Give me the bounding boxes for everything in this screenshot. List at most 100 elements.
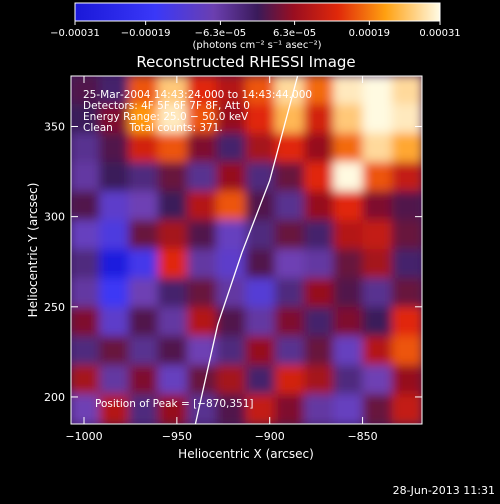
intensity-cell [128, 249, 160, 280]
intensity-cell [187, 191, 219, 222]
intensity-cell [245, 104, 277, 135]
intensity-cell [304, 220, 336, 251]
intensity-cell [333, 76, 365, 106]
y-tick-label: 300 [44, 211, 65, 224]
intensity-cell [391, 278, 422, 309]
intensity-cell [187, 394, 219, 424]
intensity-cell [304, 191, 336, 222]
intensity-cell [245, 76, 277, 106]
intensity-cell [157, 278, 189, 309]
intensity-cell [362, 307, 394, 338]
x-axis-label: Heliocentric X (arcsec) [178, 447, 314, 461]
intensity-cell [304, 249, 336, 280]
intensity-cell [304, 336, 336, 367]
intensity-cell [216, 307, 248, 338]
intensity-cell [99, 104, 131, 135]
intensity-cell [128, 76, 160, 106]
intensity-cell [333, 307, 365, 338]
intensity-cell [187, 133, 219, 164]
intensity-cell [362, 104, 394, 135]
x-tick-label: −850 [347, 430, 377, 443]
intensity-cell [99, 394, 131, 424]
intensity-cell [99, 365, 131, 396]
intensity-cell [187, 76, 219, 106]
intensity-cell [362, 133, 394, 164]
intensity-cell [362, 191, 394, 222]
intensity-cell [274, 249, 306, 280]
image-area [71, 76, 422, 424]
intensity-cell [128, 191, 160, 222]
intensity-cell [304, 307, 336, 338]
intensity-cell [99, 249, 131, 280]
intensity-cell [128, 220, 160, 251]
intensity-cell [187, 307, 219, 338]
intensity-cell [333, 191, 365, 222]
intensity-cell [245, 394, 277, 424]
intensity-cell [391, 133, 422, 164]
colorbar [74, 2, 441, 22]
intensity-cell [362, 278, 394, 309]
info-line-time: 25‑Mar‑2004 14:43:24.000 to 14:43:44.000 [83, 89, 312, 101]
intensity-cell [245, 365, 277, 396]
intensity-cell [391, 104, 422, 135]
info-line-detectors: Detectors: 4F 5F 6F 7F 8F, Att 0 [83, 100, 250, 112]
intensity-cell [274, 394, 306, 424]
intensity-cell [71, 104, 102, 135]
intensity-cell [333, 249, 365, 280]
plot-frame [70, 75, 423, 425]
intensity-cell [274, 220, 306, 251]
intensity-cell [304, 365, 336, 396]
intensity-cell [71, 220, 102, 251]
intensity-cell [362, 249, 394, 280]
colorbar-tick-label: 6.3e−05 [273, 28, 316, 39]
intensity-cell [99, 220, 131, 251]
intensity-cell [245, 307, 277, 338]
chart-title: Reconstructed RHESSI Image [136, 53, 355, 71]
intensity-cell [333, 220, 365, 251]
intensity-cell [362, 365, 394, 396]
intensity-cell [157, 249, 189, 280]
intensity-cell [333, 394, 365, 424]
intensity-cell [216, 394, 248, 424]
intensity-cell [71, 278, 102, 309]
colorbar-ticks: −0.00031 −0.00019 −6.3e−05 6.3e−05 0.00019 0.… [50, 21, 461, 39]
intensity-cell [274, 162, 306, 193]
colorbar-tick-label: −0.00031 [50, 28, 100, 39]
intensity-cell [71, 162, 102, 193]
intensity-cell [333, 336, 365, 367]
colorbar-tick-label: 0.00019 [349, 28, 390, 39]
intensity-cell [391, 191, 422, 222]
intensity-cell [157, 307, 189, 338]
intensity-cell [128, 307, 160, 338]
intensity-cell [362, 336, 394, 367]
intensity-cell [245, 278, 277, 309]
intensity-cell [187, 104, 219, 135]
intensity-cell [99, 162, 131, 193]
peak-position-label: Position of Peak = [−870,351] [95, 398, 254, 410]
intensity-cell [274, 104, 306, 135]
intensity-cell [216, 162, 248, 193]
intensity-cell [157, 365, 189, 396]
intensity-cell [245, 191, 277, 222]
intensity-cell [71, 249, 102, 280]
intensity-cell [157, 162, 189, 193]
intensity-cell [333, 133, 365, 164]
intensity-cell [128, 104, 160, 135]
intensity-cell [187, 220, 219, 251]
intensity-cell [187, 249, 219, 280]
intensity-cell [99, 307, 131, 338]
x-tick-label: −900 [255, 430, 285, 443]
solar-limb-line [194, 76, 299, 424]
intensity-cell [391, 220, 422, 251]
intensity-cell [304, 133, 336, 164]
y-tick-label: 200 [44, 391, 65, 404]
intensity-cell [245, 249, 277, 280]
intensity-cell [216, 76, 248, 106]
intensity-cell [187, 336, 219, 367]
intensity-cell [274, 278, 306, 309]
intensity-cell [245, 162, 277, 193]
intensity-cell [362, 220, 394, 251]
intensity-cell [99, 76, 131, 106]
intensity-cell [157, 220, 189, 251]
